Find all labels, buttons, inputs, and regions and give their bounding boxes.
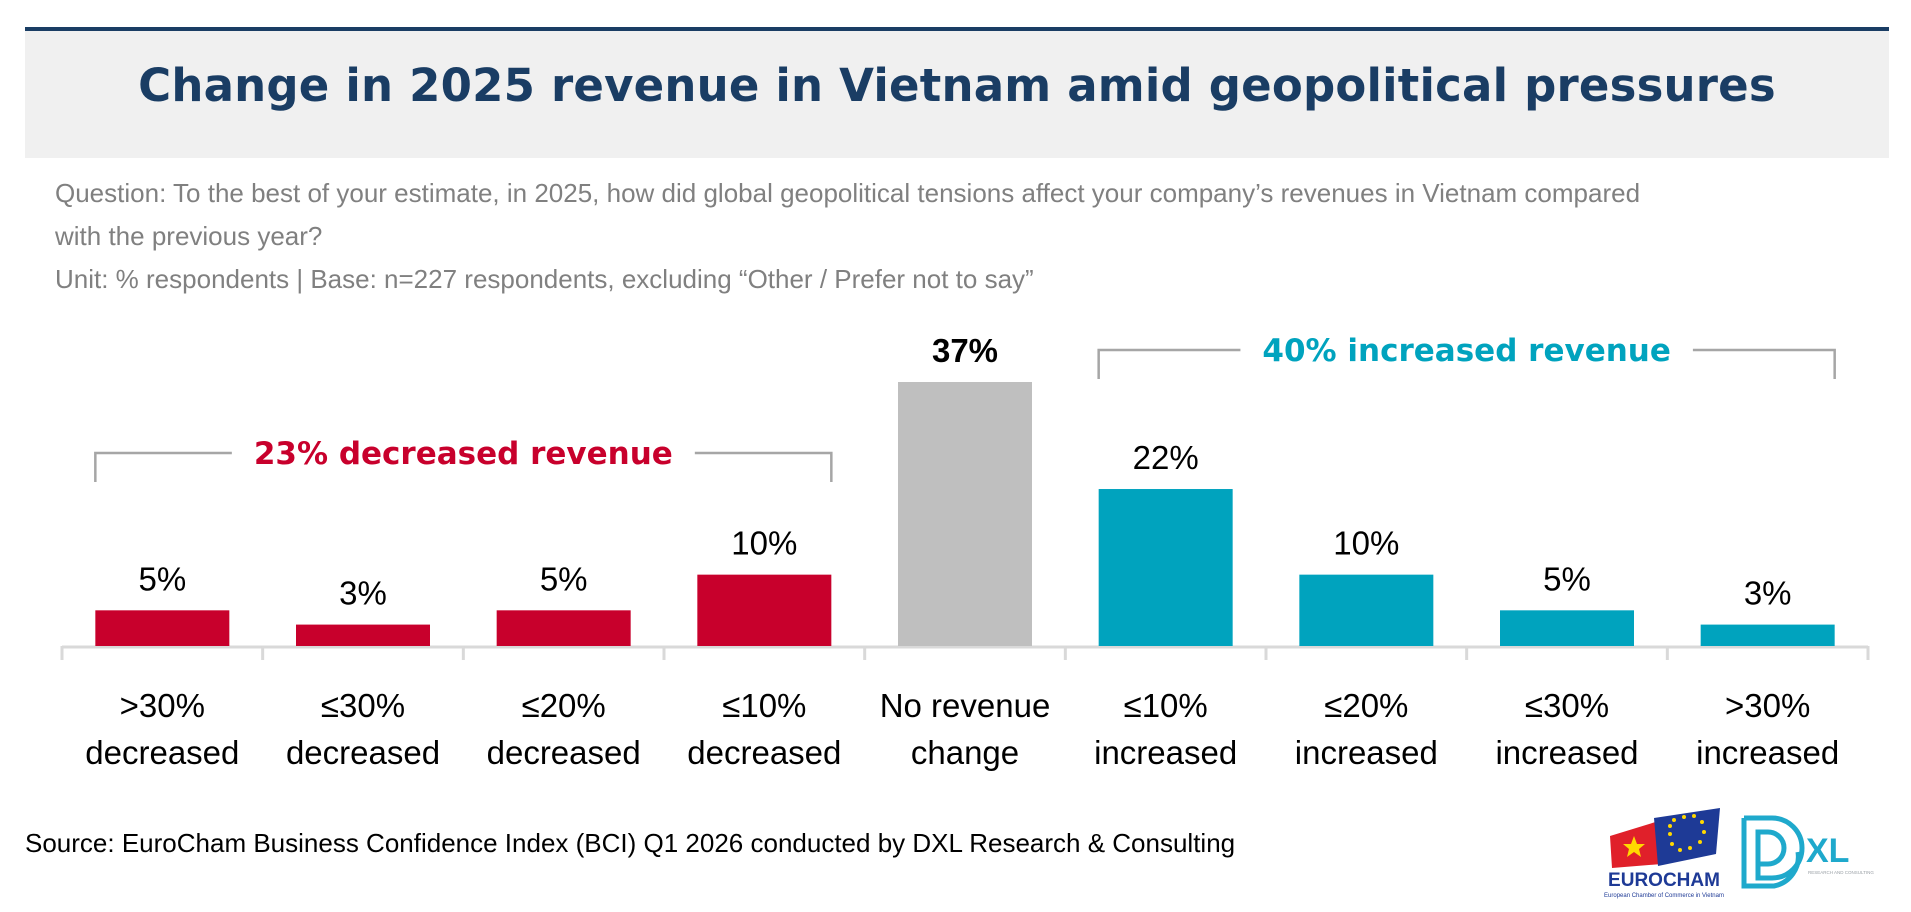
data-label: 5% [138,560,186,597]
question-line-1: Question: To the best of your estimate, … [55,178,1641,208]
category-label: ≤10% [1124,687,1208,724]
bracket-label-increase: 40% increased revenue [1262,333,1670,369]
category-label: increased [1495,734,1638,771]
dxl-d-mark-icon [1741,815,1805,889]
eurocham-logo: EUROCHAM European Chamber of Commerce in… [1604,808,1724,899]
x-axis [60,645,1870,660]
annotations: 23% decreased revenue 40% increased reven… [94,333,1836,482]
data-label: 10% [1333,525,1399,562]
data-label: 5% [540,560,588,597]
bar-chart: 5% 3% 5% 10% 37% 22% 10% 5% 3% >30% decreased ≤30%… [60,332,1870,771]
bracket-right-decrease [694,451,833,482]
bar-neutral [898,382,1032,646]
category-label: decreased [487,734,641,771]
category-label: ≤30% [321,687,405,724]
data-label: 37% [932,332,998,369]
bar-increase [1299,574,1434,646]
data-label: 5% [1543,560,1591,597]
category-label: increased [1295,734,1438,771]
category-label: ≤20% [1324,687,1408,724]
category-label: decreased [85,734,239,771]
bars [95,382,1835,646]
category-label: decreased [687,734,841,771]
flag-brush-icon [1610,808,1720,868]
bar-increase [1700,624,1835,646]
category-label: change [911,734,1019,771]
chart-title: Change in 2025 revenue in Vietnam amid g… [138,59,1776,112]
category-label: ≤30% [1525,687,1609,724]
bar-increase [1500,610,1634,646]
eurocham-logo-subtext: European Chamber of Commerce in Vietnam [1604,893,1724,899]
category-labels: >30% decreased ≤30% decreased ≤20% decreased ≤… [85,687,1839,771]
bracket-left-increase [1097,348,1241,379]
category-label: >30% [120,687,205,724]
bar-increase [1098,489,1233,646]
dxl-logo-subtext: RESEARCH AND CONSULTING [1808,870,1874,875]
dxl-logo: XL RESEARCH AND CONSULTING [1741,815,1874,889]
bracket-label-decrease: 23% decreased revenue [254,436,673,472]
category-label: No revenue [880,687,1051,724]
unit-base-line: Unit: % respondents | Base: n=227 respon… [55,264,1034,294]
category-label: decreased [286,734,440,771]
category-label: increased [1094,734,1237,771]
bracket-left-decrease [94,451,232,482]
chart-subtitle: Question: To the best of your estimate, … [55,172,1885,301]
source-note: Source: EuroCham Business Confidence Ind… [25,828,1236,858]
dxl-logo-text: XL [1806,832,1849,870]
data-label: 22% [1133,439,1199,476]
category-label: >30% [1725,687,1810,724]
category-label: ≤20% [522,687,606,724]
data-labels: 5% 3% 5% 10% 37% 22% 10% 5% 3% [138,332,1791,612]
bar-decrease [95,610,230,646]
title-banner: Change in 2025 revenue in Vietnam amid g… [25,27,1889,158]
question-line-2: with the previous year? [55,221,323,251]
data-label: 3% [339,575,387,612]
bracket-right-increase [1692,348,1836,379]
bar-decrease [697,574,832,646]
data-label: 10% [731,525,797,562]
category-label: ≤10% [722,687,806,724]
eurocham-logo-text: EUROCHAM [1608,870,1720,891]
bar-decrease [496,610,631,646]
category-label: increased [1696,734,1839,771]
bar-decrease [296,624,430,646]
data-label: 3% [1744,575,1792,612]
